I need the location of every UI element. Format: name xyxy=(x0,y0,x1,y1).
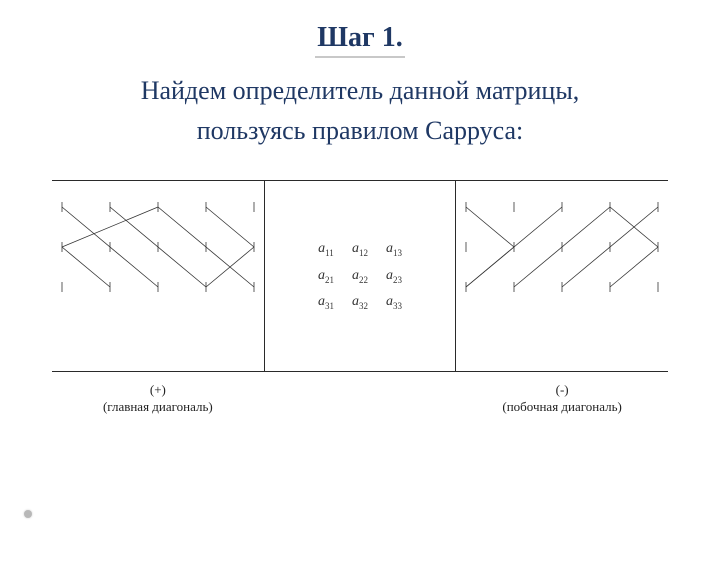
left-cell: (+) (главная диагональ) xyxy=(52,181,264,371)
step-title: Шаг 1. xyxy=(0,22,720,54)
left-caption-text: (главная диагональ) xyxy=(103,399,213,414)
sarrus-panel: (+) (главная диагональ) a11a12a13a21a22a… xyxy=(52,180,668,372)
desc-line-1: Найдем определитель данной матрицы, xyxy=(0,76,720,106)
slide-bullet-icon xyxy=(24,510,32,518)
left-sign: (+) xyxy=(52,382,264,398)
right-sign: (-) xyxy=(456,382,668,398)
title-underline xyxy=(315,56,405,58)
right-caption-text: (побочная диагональ) xyxy=(502,399,622,414)
matrix-display: a11a12a13a21a22a23a31a32a33 xyxy=(309,236,411,316)
left-caption: (+) (главная диагональ) xyxy=(52,382,264,415)
main-diagonal-diagram xyxy=(42,187,274,307)
center-cell: a11a12a13a21a22a23a31a32a33 xyxy=(264,181,457,371)
secondary-diagonal-diagram xyxy=(446,187,678,307)
desc-line-2: пользуясь правилом Сарруса: xyxy=(0,116,720,146)
right-caption: (-) (побочная диагональ) xyxy=(456,382,668,415)
right-cell: (-) (побочная диагональ) xyxy=(456,181,668,371)
